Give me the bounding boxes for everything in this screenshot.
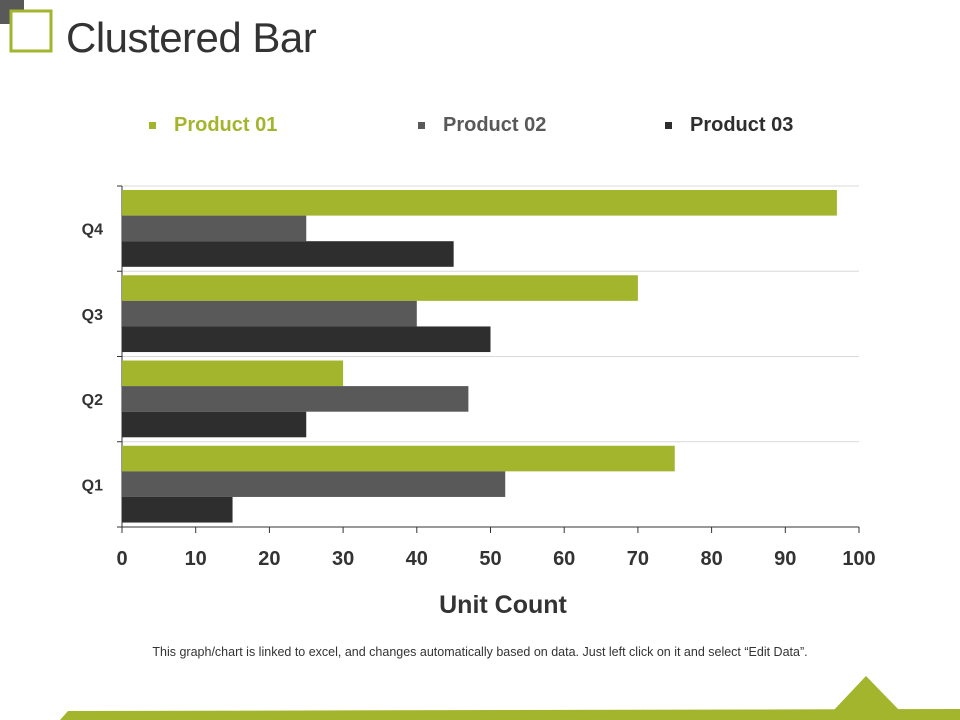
bar-product-02-q4 [122, 215, 307, 242]
x-axis-title: Unit Count [439, 591, 567, 619]
bar-product-03-q4 [122, 241, 454, 267]
x-tick-label: 50 [479, 548, 501, 570]
x-tick-label: 60 [553, 548, 575, 570]
x-tick-label: 0 [116, 548, 127, 570]
bar-product-02-q3 [122, 300, 417, 327]
x-tick-label: 90 [774, 548, 796, 570]
bar-product-02-q1 [122, 471, 506, 497]
x-tick-label: 100 [842, 548, 875, 570]
bar-product-03-q3 [122, 326, 491, 353]
x-tick-label: 20 [258, 548, 280, 570]
legend-label-product-01: Product 01 [174, 114, 278, 136]
x-tick-label: 70 [627, 548, 649, 570]
bar-product-03-q1 [122, 496, 233, 523]
y-tick-label: Q2 [82, 392, 103, 409]
chart-footnote: This graph/chart is linked to excel, and… [152, 645, 808, 659]
bar-product-02-q2 [122, 386, 469, 412]
y-tick-label: Q4 [82, 222, 103, 239]
legend-label-product-02: Product 02 [443, 114, 547, 136]
legend-item-product-02: Product 02 [418, 114, 546, 137]
y-tick-label: Q1 [82, 477, 103, 494]
x-tick-label: 30 [332, 548, 354, 570]
y-tick-label: Q3 [82, 307, 103, 324]
clustered-bar-chart: Q1 Q2 Q3 Q4 0 10 20 30 40 50 60 70 80 90 100 Unit Count [82, 185, 876, 619]
legend-swatch-product-01 [149, 122, 156, 129]
x-tick-label: 80 [700, 548, 722, 570]
bar-product-01-q4 [122, 190, 837, 216]
bottom-decor-band [60, 676, 960, 720]
x-tick-label: 40 [406, 548, 428, 570]
legend-label-product-03: Product 03 [690, 114, 794, 136]
legend-swatch-product-03 [665, 122, 672, 129]
x-tick-label: 10 [185, 548, 207, 570]
chart-legend: Product 01 Product 02 Product 03 [0, 114, 960, 142]
bar-product-03-q2 [122, 411, 307, 438]
bar-product-01-q3 [122, 275, 638, 301]
legend-swatch-product-02 [418, 122, 425, 129]
page-title: Clustered Bar [66, 14, 317, 61]
bar-product-01-q2 [122, 360, 344, 387]
slide-logo-mark [0, 0, 53, 53]
legend-item-product-03: Product 03 [665, 114, 793, 137]
legend-item-product-01: Product 01 [149, 114, 277, 137]
bar-product-01-q1 [122, 445, 675, 472]
